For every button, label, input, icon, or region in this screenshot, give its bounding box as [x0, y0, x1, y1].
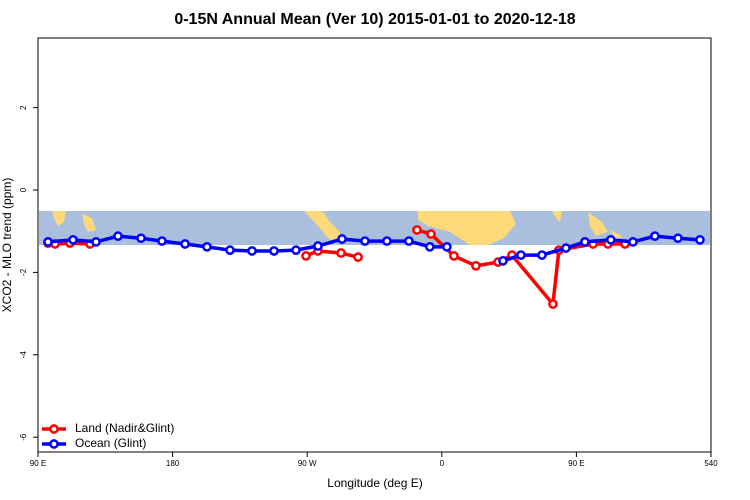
y-tick-label: -2: [19, 268, 28, 276]
x-tick-label: 90 E: [568, 459, 584, 468]
series-line: [47, 234, 701, 263]
point: [605, 235, 616, 245]
y-tick-label: -4: [19, 351, 28, 359]
point: [382, 236, 392, 246]
point: [247, 246, 257, 256]
point: [269, 246, 279, 256]
point: [313, 241, 323, 251]
point: [353, 252, 363, 263]
point: [650, 231, 660, 241]
legend-marker: [49, 424, 59, 434]
y-tick-label: 2: [19, 105, 28, 110]
point: [449, 251, 459, 261]
point: [360, 236, 370, 246]
point: [43, 237, 53, 247]
point: [412, 225, 422, 235]
point: [537, 250, 547, 260]
chart-title: 0-15N Annual Mean (Ver 10) 2015-01-01 to…: [174, 11, 575, 28]
point: [301, 251, 311, 261]
x-tick-label: 540: [704, 459, 718, 468]
x-tick-label: 180: [166, 459, 180, 468]
point: [426, 229, 436, 239]
point: [202, 242, 212, 252]
point: [68, 235, 78, 245]
point: [516, 250, 526, 260]
x-tick-label: 0: [440, 459, 445, 468]
point: [628, 237, 638, 247]
y-axis-label: XCO2 - MLO trend (ppm): [0, 178, 14, 313]
point: [336, 248, 346, 258]
point: [157, 236, 167, 246]
plot-frame: [37, 37, 712, 453]
y-tick-label: -6: [19, 433, 28, 441]
point: [471, 260, 481, 271]
point: [404, 236, 414, 246]
legend-marker: [49, 439, 59, 449]
x-tick-label: 90 W: [298, 459, 317, 468]
point: [561, 243, 571, 253]
y-tick-label: 0: [19, 187, 28, 192]
point: [113, 231, 123, 241]
legend-label: Ocean (Glint): [75, 436, 146, 450]
point: [291, 245, 301, 255]
point: [91, 237, 101, 247]
point: [180, 239, 190, 249]
point: [580, 237, 590, 247]
point: [695, 235, 705, 245]
point: [136, 233, 146, 244]
point: [673, 233, 683, 244]
point: [442, 242, 452, 252]
point: [424, 242, 435, 252]
point: [498, 256, 508, 266]
x-axis-label: Longitude (deg E): [327, 476, 422, 490]
legend-label: Land (Nadir&Glint): [75, 421, 174, 435]
x-tick-label: 90 E: [30, 459, 46, 468]
point: [548, 299, 558, 309]
point: [337, 234, 347, 244]
point: [225, 245, 235, 255]
